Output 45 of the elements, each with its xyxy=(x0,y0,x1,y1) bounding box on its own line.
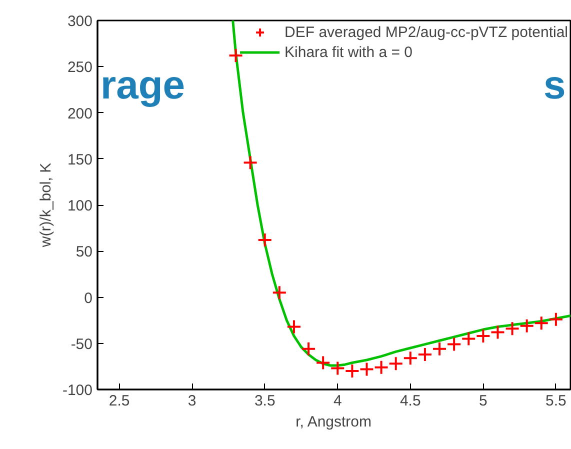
y-axis-title: w(r)/k_bol, K xyxy=(37,162,54,248)
point xyxy=(388,356,404,372)
x-tick-label: 2.5 xyxy=(108,392,130,410)
point xyxy=(286,319,302,334)
x-tick-label: 5 xyxy=(479,392,488,410)
y-tick-label: 0 xyxy=(84,290,92,307)
point xyxy=(432,341,448,356)
y-tick-label: 50 xyxy=(76,244,93,261)
point xyxy=(374,360,389,375)
x-axis-title: r, Angstrom xyxy=(296,414,372,430)
legend-label: DEF averaged MP2/aug-cc-pVTZ potential xyxy=(284,24,568,40)
x-tick-label: 5.5 xyxy=(546,392,566,410)
point xyxy=(316,355,331,370)
point xyxy=(519,318,534,334)
y-tick-label: 300 xyxy=(67,13,93,30)
annotation: s xyxy=(544,64,566,108)
annotation: rage xyxy=(100,64,185,108)
x-tick-label: 4 xyxy=(333,392,342,410)
x-tick-label: 4.5 xyxy=(400,392,421,410)
y-tick-label: -50 xyxy=(70,336,93,353)
y-tick-label: 250 xyxy=(67,59,93,76)
point xyxy=(490,324,506,340)
point xyxy=(417,346,432,362)
y-tick-label: 150 xyxy=(67,151,93,168)
point xyxy=(344,364,360,379)
point xyxy=(548,312,564,327)
legend-label: Kihara fit with a = 0 xyxy=(284,44,413,60)
point xyxy=(461,331,476,346)
point xyxy=(402,350,418,366)
point xyxy=(257,232,272,248)
point xyxy=(242,155,258,170)
point xyxy=(504,321,520,336)
y-tick-label: 100 xyxy=(67,198,93,214)
point xyxy=(476,328,491,344)
point xyxy=(534,316,549,331)
y-tick-label: -100 xyxy=(62,382,93,399)
point xyxy=(301,341,316,356)
point xyxy=(359,362,374,377)
point xyxy=(228,48,244,64)
point xyxy=(272,285,287,300)
y-tick-label: 200 xyxy=(67,105,93,122)
x-tick-label: 3.5 xyxy=(254,392,276,410)
x-tick-label: 3 xyxy=(188,392,196,410)
point xyxy=(446,336,462,352)
point xyxy=(330,360,346,376)
